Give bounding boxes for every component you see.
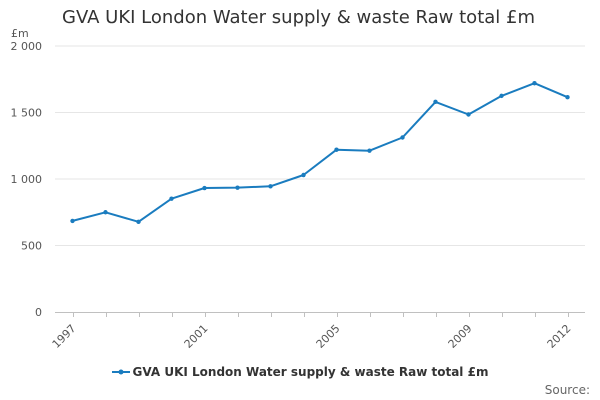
data-point: [565, 95, 570, 100]
y-tick-label: 500: [21, 240, 42, 253]
data-point: [499, 93, 504, 99]
data-point: [70, 218, 75, 224]
x-tick-label: 2005: [314, 322, 343, 351]
legend-label: GVA UKI London Water supply & waste Raw …: [132, 365, 489, 379]
y-axis-unit-label: £m: [11, 27, 29, 40]
data-point: [466, 112, 471, 117]
y-tick-label: 1 500: [11, 107, 43, 120]
x-tick-label: 2001: [182, 322, 211, 351]
data-point: [103, 210, 108, 215]
chart-title: GVA UKI London Water supply & waste Raw …: [62, 7, 535, 28]
y-tick-label: 1 000: [11, 173, 43, 186]
data-point: [367, 148, 372, 153]
data-point: [301, 172, 306, 178]
x-tick-label: 2012: [545, 322, 574, 351]
series-line: [72, 82, 568, 223]
legend: GVA UKI London Water supply & waste Raw …: [0, 365, 600, 379]
source-label: Source:: [544, 383, 590, 397]
y-tick-label: 0: [35, 306, 42, 319]
legend-marker-icon: [111, 369, 130, 375]
data-point: [268, 184, 273, 189]
data-point: [400, 135, 405, 140]
data-point: [169, 196, 174, 201]
y-tick-label: 2 000: [11, 40, 43, 53]
data-point: [136, 219, 141, 225]
data-point: [235, 185, 240, 190]
x-tick-label: 1997: [50, 322, 79, 351]
data-point: [202, 185, 207, 191]
data-point: [433, 99, 438, 105]
x-tick-label: 2009: [446, 322, 475, 351]
data-point: [334, 147, 339, 152]
data-point: [532, 81, 537, 86]
